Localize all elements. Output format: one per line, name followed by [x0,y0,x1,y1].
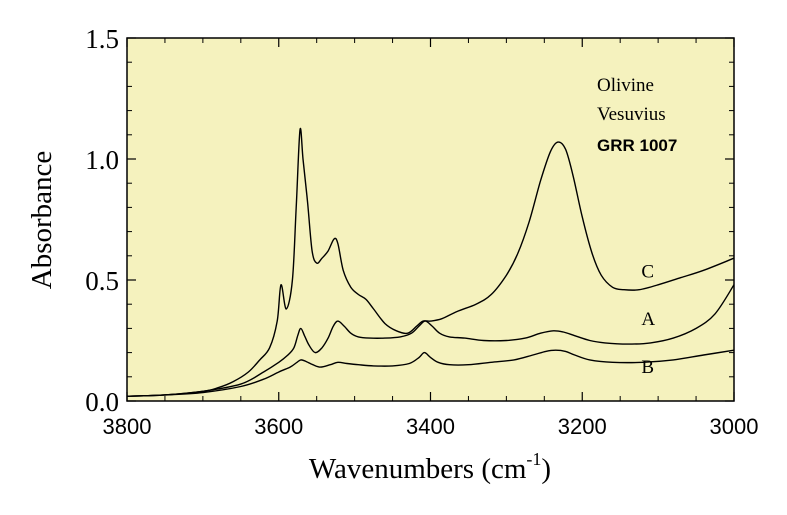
x-tick-label: 3400 [406,414,455,439]
y-axis-label: Absorbance [26,151,58,290]
y-tick-label: 0.5 [85,266,119,296]
y-tick-label: 1.0 [85,145,119,175]
series-label-c: C [641,262,654,283]
x-tick-label: 3000 [710,414,759,439]
series-line-c [126,127,735,397]
y-tick-label: 0.0 [85,387,119,417]
plot-background [126,37,735,402]
series-label-b: B [641,357,654,378]
x-tick-label: 3200 [558,414,607,439]
annotation-line-3: GRR 1007 [597,136,677,155]
x-axis-label: Wavenumbers (cm-1) [309,449,551,485]
series-line-a [126,284,735,397]
y-tick-label: 1.5 [85,24,119,54]
ticks-group: 3800 3600 3400 3200 3000 0.0 0.5 1.0 1.5 [85,24,758,439]
x-tick-label: 3800 [103,414,152,439]
x-axis-label-close: ) [541,453,551,485]
x-axis-label-main: Wavenumbers (cm [309,453,527,485]
series-label-a: A [641,309,655,330]
curves-group: C A B [126,127,735,397]
annotation-line-2: Vesuvius [597,104,666,125]
x-tick-label: 3600 [254,414,303,439]
series-line-b [126,349,735,397]
x-axis-label-superscript: -1 [526,449,541,469]
annotation-line-1: Olivine [597,75,654,96]
